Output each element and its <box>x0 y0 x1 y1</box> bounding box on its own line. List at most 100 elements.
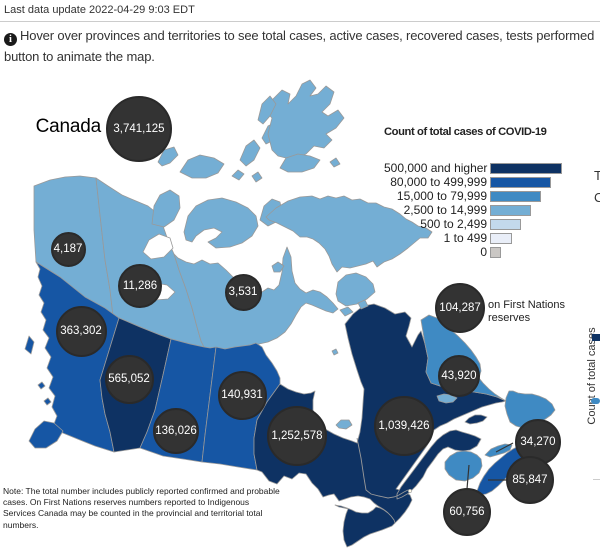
island[interactable] <box>271 261 285 273</box>
case-count: 60,756 <box>449 506 485 518</box>
case-count: 34,270 <box>520 436 556 448</box>
case-bubble-qc[interactable]: 1,039,426 <box>374 396 434 456</box>
case-bubble-yt[interactable]: 4,187 <box>50 231 86 267</box>
island[interactable] <box>28 420 64 449</box>
island[interactable] <box>37 381 46 390</box>
instructions: i Hover over provinces and territories to… <box>4 28 600 64</box>
legend-item-label: 0 <box>480 245 487 259</box>
island[interactable] <box>265 79 345 159</box>
instructions-line1: i Hover over provinces and territories to… <box>4 28 600 46</box>
island[interactable] <box>339 306 354 317</box>
right-edge-bar-fragment <box>592 334 600 341</box>
island[interactable] <box>151 189 181 228</box>
island[interactable] <box>335 272 376 307</box>
case-count: 43,920 <box>441 370 477 382</box>
island[interactable] <box>257 95 277 125</box>
case-count: 3,531 <box>228 286 258 298</box>
island[interactable] <box>43 397 52 406</box>
legend-item-label: 80,000 to 499,999 <box>390 175 487 189</box>
arctic-islands[interactable] <box>151 79 433 430</box>
instructions-line2: button to animate the map. <box>4 49 155 64</box>
info-icon: i <box>4 33 17 46</box>
right-edge-dot-fragment <box>591 398 600 404</box>
case-bubble-on[interactable]: 1,252,578 <box>267 406 327 466</box>
island[interactable] <box>231 169 245 181</box>
case-bubble-fn[interactable]: 104,287 <box>435 283 485 333</box>
legend-item-swatch <box>490 190 541 202</box>
header-divider <box>0 21 600 22</box>
case-count: 85,847 <box>512 474 548 486</box>
island[interactable] <box>265 195 433 273</box>
internal-borders <box>356 437 409 499</box>
legend-item-label: 15,000 to 79,999 <box>396 189 487 203</box>
region-anticosti-island[interactable] <box>464 414 488 425</box>
legend-item-3: 2,500 to 14,999 <box>384 203 562 217</box>
pe-line <box>495 442 514 453</box>
case-bubble-bc[interactable]: 363,302 <box>55 305 107 357</box>
legend-item-6: 0 <box>384 245 562 259</box>
island[interactable] <box>183 197 259 249</box>
island[interactable] <box>357 299 369 310</box>
case-count: 136,026 <box>155 425 197 437</box>
rotated-axis-label-text: Count of total cases <box>585 327 598 425</box>
case-count: 4,187 <box>53 243 83 255</box>
case-count: 11,286 <box>122 280 158 292</box>
island[interactable] <box>331 348 339 356</box>
case-bubble-mb[interactable]: 140,931 <box>217 370 267 420</box>
case-bubble-ns[interactable]: 85,847 <box>506 456 554 504</box>
case-bubble-nb[interactable]: 60,756 <box>443 488 491 536</box>
island[interactable] <box>279 153 321 173</box>
case-count: 363,302 <box>60 325 102 337</box>
right-edge-fragment-t: T <box>594 168 600 183</box>
border-ontario-quebec <box>356 437 409 499</box>
footnote: Note: The total number includes publicly… <box>3 486 280 530</box>
ottawa-marker <box>408 489 412 493</box>
canada-label: Canada <box>35 116 102 137</box>
legend-item-swatch <box>490 246 501 258</box>
right-edge-fragment-c: C <box>594 190 600 205</box>
island[interactable] <box>335 419 353 430</box>
case-count: 1,252,578 <box>271 430 323 442</box>
legend-item-label: 500,000 and higher <box>384 161 488 175</box>
legend-item-swatch <box>490 232 512 244</box>
legend: Count of total cases of COVID-19 500,000… <box>384 126 562 259</box>
first-nations-label: on First Nations reserves <box>488 299 566 324</box>
legend-item-4: 500 to 2,499 <box>384 217 562 231</box>
legend-item-5: 1 to 499 <box>384 231 562 245</box>
case-count: 1,039,426 <box>378 420 430 432</box>
legend-item-label: 2,500 to 14,999 <box>403 203 487 217</box>
legend-title: Count of total cases of COVID-19 <box>384 126 547 138</box>
island[interactable] <box>329 157 341 168</box>
island[interactable] <box>251 171 263 183</box>
region-labrador-coast-strip[interactable] <box>436 393 458 404</box>
legend-item-swatch <box>490 204 531 216</box>
case-bubble-nl[interactable]: 43,920 <box>438 355 480 397</box>
case-count: 104,287 <box>439 302 481 314</box>
island[interactable] <box>179 154 225 179</box>
case-bubble-canada[interactable]: 3,741,125 <box>106 96 172 162</box>
case-bubble-nu[interactable]: 3,531 <box>224 273 262 311</box>
legend-item-0: 500,000 and higher <box>384 161 562 175</box>
island[interactable] <box>24 335 35 355</box>
case-bubble-ab[interactable]: 565,052 <box>104 354 154 404</box>
leader-lines <box>466 442 514 490</box>
case-bubble-nt[interactable]: 11,286 <box>118 264 162 308</box>
lake <box>142 233 174 260</box>
legend-item-swatch <box>490 218 521 230</box>
right-edge-line-fragment <box>593 479 600 480</box>
region-newfoundland[interactable] <box>504 390 556 429</box>
case-count: 3,741,125 <box>113 123 165 135</box>
bc-islands[interactable] <box>24 335 64 449</box>
case-count: 565,052 <box>108 373 150 385</box>
case-count: 140,931 <box>221 389 263 401</box>
case-bubble-sk[interactable]: 136,026 <box>153 408 199 454</box>
region-new-brunswick[interactable] <box>444 450 483 482</box>
island[interactable] <box>239 139 261 167</box>
legend-item-2: 15,000 to 79,999 <box>384 189 562 203</box>
legend-item-swatch <box>490 176 551 188</box>
legend-item-label: 1 to 499 <box>443 231 487 245</box>
region-quebec-south-shore[interactable] <box>396 429 482 500</box>
instructions-line1-text: Hover over provinces and territories to … <box>20 28 595 43</box>
region-southern-ontario[interactable] <box>334 504 396 548</box>
